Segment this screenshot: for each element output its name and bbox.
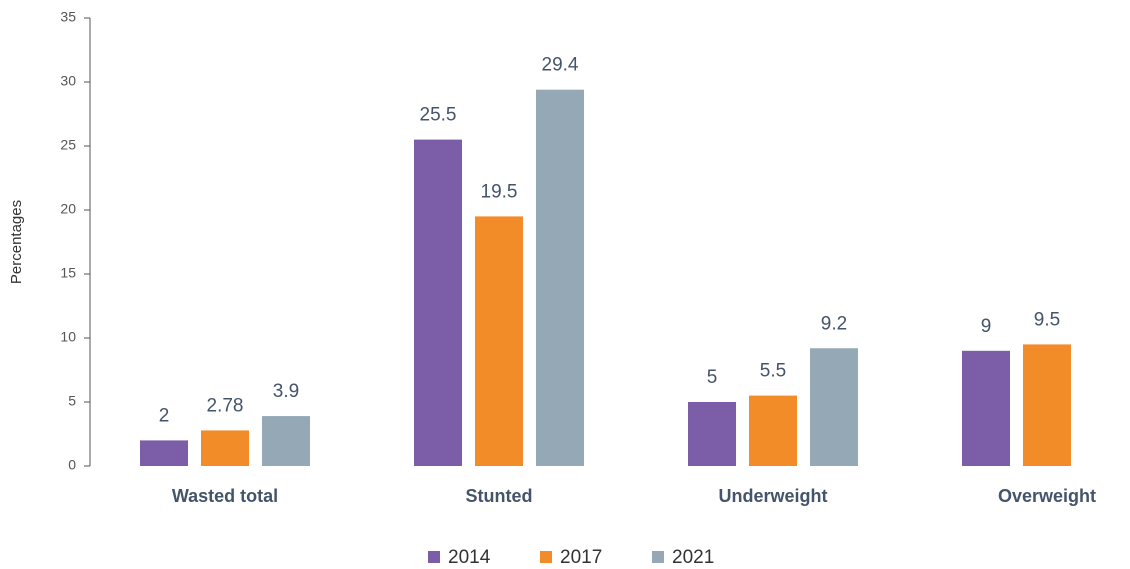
value-label: 9 (981, 316, 992, 337)
legend-swatch (652, 551, 664, 563)
y-tick-label: 20 (60, 201, 76, 217)
bar (414, 139, 462, 466)
bar (140, 440, 188, 466)
bar (201, 430, 249, 466)
y-axis-title: Percentages (8, 200, 25, 284)
y-tick-label: 30 (60, 73, 76, 89)
bar (536, 89, 584, 467)
x-tick-label: Overweight (998, 486, 1096, 506)
legend-label: 2021 (672, 547, 714, 568)
value-label: 19.5 (481, 181, 518, 202)
legend-swatch (428, 551, 440, 563)
y-tick-label: 25 (60, 137, 76, 153)
value-label: 2.78 (207, 395, 244, 416)
value-label: 2 (159, 405, 170, 426)
x-tick-label: Wasted total (172, 486, 278, 506)
bar (1023, 344, 1071, 466)
bar (749, 395, 797, 466)
legend-label: 2017 (560, 547, 602, 568)
bar (688, 402, 736, 466)
bar (962, 350, 1010, 466)
x-tick-label: Underweight (718, 486, 827, 506)
bar (262, 416, 310, 466)
x-tick-label: Stunted (466, 486, 533, 506)
value-label: 9.2 (821, 313, 847, 334)
value-label: 9.5 (1034, 309, 1060, 330)
legend-label: 2014 (448, 547, 491, 568)
legend-swatch (540, 551, 552, 563)
bar (475, 216, 523, 466)
y-tick-label: 10 (60, 329, 76, 345)
y-tick-label: 0 (68, 457, 76, 473)
y-tick-label: 15 (60, 265, 76, 281)
y-tick-label: 5 (68, 393, 76, 409)
value-label: 5 (707, 367, 718, 388)
y-tick-label: 35 (60, 9, 76, 25)
bar (810, 348, 858, 466)
value-label: 25.5 (420, 105, 457, 126)
value-label: 29.4 (542, 55, 579, 76)
value-label: 5.5 (760, 361, 786, 382)
value-label: 3.9 (273, 381, 299, 402)
